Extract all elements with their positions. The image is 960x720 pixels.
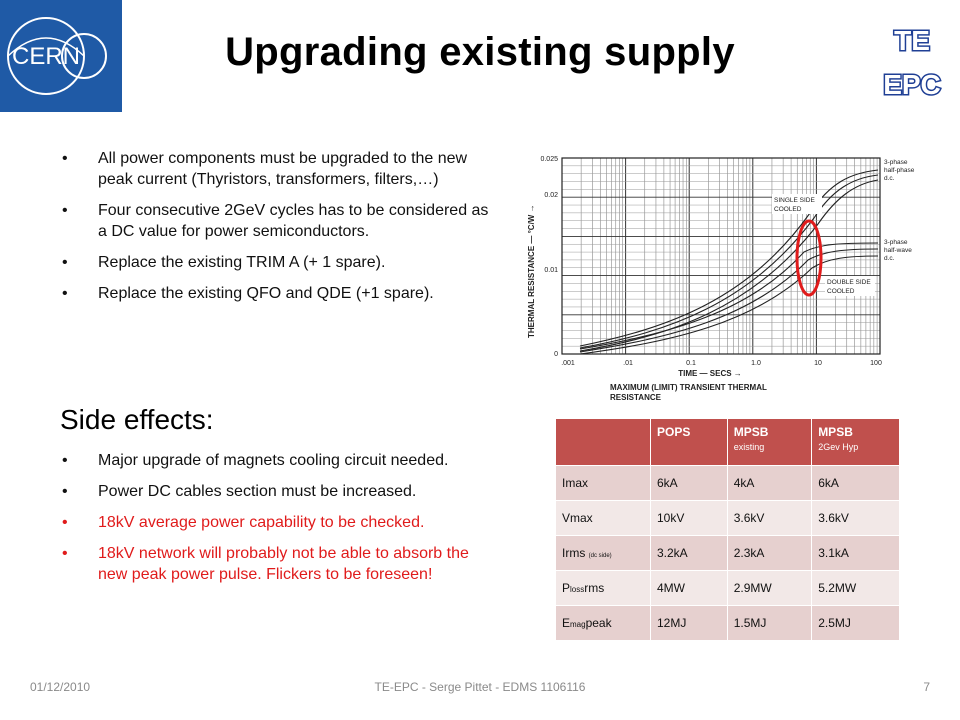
table-row: Irms (dc side) 3.2kA 2.3kA 3.1kA [555,535,900,571]
table-cell: 2.3kA [726,535,813,571]
y-axis-label: THERMAL RESISTANCE — °C/W → [527,204,536,338]
x-tick-label: 10 [814,360,822,367]
supply-comparison-table: POPS MPSB existing MPSB 2Gev Hyp Imax 6kA … [555,418,900,641]
table-cell: 10kV [650,500,728,536]
row-label-sub: (dc side) [588,553,612,559]
table-cell: 1.5MJ [726,605,813,641]
table-header-row: POPS MPSB existing MPSB 2Gev Hyp [555,418,900,466]
x-tick-label: 100 [870,360,882,367]
cern-logo: CERN [0,0,122,112]
side-effects-heading: Side effects: [60,404,214,435]
table-cell: 3.1kA [811,535,900,571]
x-tick-label: 0.1 [686,360,696,367]
table-row: Emagpeak 12MJ 1.5MJ 2.5MJ [555,605,900,641]
table-row: Vmax 10kV 3.6kV 3.6kV [555,500,900,536]
y-tick-label: 0 [554,351,558,358]
te-epc-badge: TE EPC [868,16,956,106]
table-header-cell: POPS [650,418,728,466]
table-cell: 3.6kV [726,500,813,536]
badge-line1: TE [894,25,930,56]
plot-frame [561,157,881,355]
full-wave-label: d.c. [884,175,895,182]
double-side-label: DOUBLE SIDE [827,279,871,286]
table-header-cell: MPSB existing [726,418,813,466]
table-cell: 12MJ [650,605,728,641]
y-tick-label: 0.025 [540,156,558,163]
table-header-cell [555,418,651,466]
curve-line [579,255,879,355]
side-effect-item: Power DC cables section must be increase… [60,481,500,502]
half-wave-label: d.c. [884,255,895,262]
y-tick-label: 0.02 [544,192,558,199]
table-cell: 4MW [650,570,728,606]
row-label: Plossrms [555,570,651,606]
bullet-item: Four consecutive 2GeV cycles has to be c… [60,200,490,242]
table-cell: 2.9MW [726,570,813,606]
x-axis-label: TIME — SECS → [678,369,742,378]
row-label: Emagpeak [555,605,651,641]
footer-page-number: 7 [923,680,930,694]
full-wave-label: half-phase [884,167,915,174]
table-cell: 2.5MJ [811,605,900,641]
table-cell: 6kA [811,465,900,501]
footer-date: 01/12/2010 [30,680,91,694]
row-label: Imax [555,465,651,501]
table-cell: 6kA [650,465,728,501]
table-header-cell: MPSB 2Gev Hyp [811,418,900,466]
cern-logo-text: CERN [12,43,80,70]
row-label: Vmax [555,500,651,536]
side-effect-item: Major upgrade of magnets cooling circuit… [60,450,500,471]
chart-caption-line2: RESISTANCE [610,393,662,402]
bullet-item: Replace the existing QFO and QDE (+1 spa… [60,283,490,304]
table-cell: 4kA [726,465,813,501]
upgrade-bullet-list: All power components must be upgraded to… [60,148,490,314]
y-tick-label: 0.01 [544,267,558,274]
x-tick-label: 1.0 [751,360,761,367]
curve-line [579,179,879,352]
bullet-item: Replace the existing TRIM A (+ 1 spare). [60,252,490,273]
side-effects-list: Major upgrade of magnets cooling circuit… [60,450,500,595]
row-label-sub: loss [570,585,585,594]
table-row: Plossrms 4MW 2.9MW 5.2MW [555,570,900,606]
single-side-label: SINGLE SIDE [774,197,815,204]
bullet-item: All power components must be upgraded to… [60,148,490,190]
header-sub: 2Gev Hyp [818,442,859,452]
footer-center: TE-EPC - Serge Pittet - EDMS 1106116 [374,680,586,694]
x-tick-label: .01 [623,360,633,367]
curve-line [579,169,879,347]
table-cell: 3.6kV [811,500,900,536]
x-tick-label: .001 [561,360,575,367]
highlight-ellipse [795,219,823,297]
chart-grid [561,157,880,355]
table-cell: 5.2MW [811,570,900,606]
chart-caption-line1: MAXIMUM (LIMIT) TRANSIENT THERMAL [610,383,767,392]
row-label-sub: mag [570,620,586,629]
table-row: Imax 6kA 4kA 6kA [555,465,900,501]
thermal-resistance-chart: 0.025 0.02 0.01 0 THERMAL RESISTANCE — °… [520,148,945,410]
side-effect-item: 18kV network will probably not be able t… [60,543,500,585]
curve-line [579,248,879,353]
half-wave-label: half-wave [884,247,912,254]
row-label: Irms (dc side) [555,535,651,571]
half-wave-label: 3-phase [884,239,908,246]
label-backdrop [772,194,822,214]
double-side-label: COOLED [827,288,855,295]
curve-line [579,174,879,349]
badge-line2: EPC [883,69,941,100]
label-backdrop [825,276,875,296]
curve-line [579,242,879,350]
single-side-label: COOLED [774,206,802,213]
side-effect-item: 18kV average power capability to be chec… [60,512,500,533]
header-sub: existing [733,442,765,452]
table-cell: 3.2kA [650,535,728,571]
full-wave-label: 3-phase [884,159,908,166]
slide-title: Upgrading existing supply [225,30,735,74]
